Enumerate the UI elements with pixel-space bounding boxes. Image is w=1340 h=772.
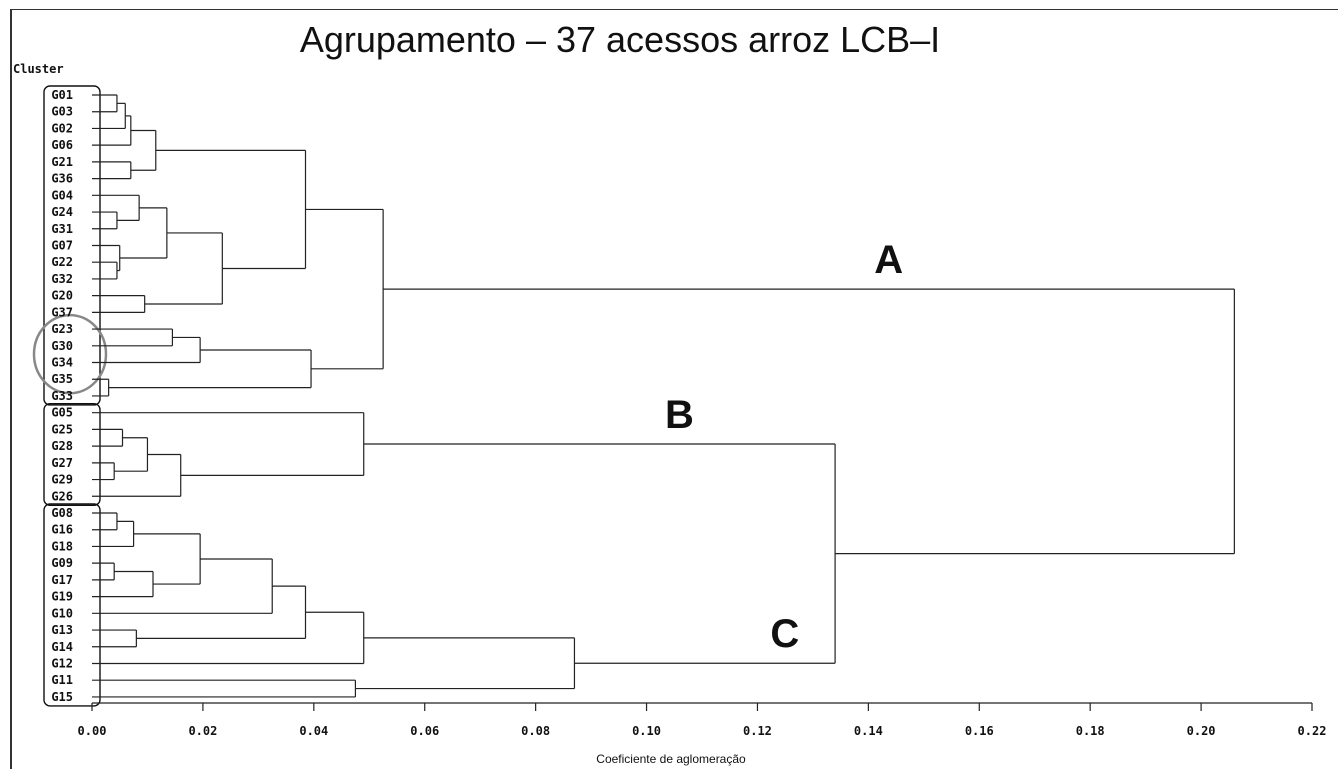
leaf-label: G04 <box>51 188 73 202</box>
leaf-label: G35 <box>51 372 73 386</box>
x-tick-label: 0.16 <box>965 724 994 738</box>
leaf-label: G10 <box>51 606 73 620</box>
chart-frame <box>10 9 1338 769</box>
leaf-label: G31 <box>51 222 73 236</box>
leaf-label: G37 <box>51 305 73 319</box>
leaf-label: G26 <box>51 489 73 503</box>
group-labels: A B C <box>665 238 903 656</box>
x-tick-label: 0.08 <box>521 724 550 738</box>
leaf-label: G29 <box>51 473 73 487</box>
leaf-labels: G01 G03 G02 G06 G21 G36 G04 G24 G31 G07 G22 G32 G20 G… <box>51 88 73 704</box>
x-tick-label: 0.12 <box>743 724 772 738</box>
group-label: B <box>665 393 694 437</box>
leaf-label: G25 <box>51 422 73 436</box>
leaf-label: G30 <box>51 339 73 353</box>
leaf-label: G07 <box>51 238 73 252</box>
leaf-label: G15 <box>51 690 73 704</box>
leaf-label: G03 <box>51 105 73 119</box>
leaf-label: G28 <box>51 439 73 453</box>
leaf-label: G33 <box>51 389 73 403</box>
dendrogram-links <box>92 94 1235 698</box>
leaf-label: G13 <box>51 623 73 637</box>
leaf-label: G19 <box>51 590 73 604</box>
leaf-label: G06 <box>51 138 73 152</box>
leaf-label: G16 <box>51 523 73 537</box>
leaf-label: G34 <box>51 356 73 370</box>
leaf-label: G08 <box>51 506 73 520</box>
leaf-label: G18 <box>51 539 73 553</box>
group-box <box>43 503 101 707</box>
leaf-label: G17 <box>51 573 73 587</box>
cluster-header: Cluster <box>13 62 64 76</box>
x-tick-label: 0.10 <box>632 724 661 738</box>
x-tick-label: 0.22 <box>1298 724 1327 738</box>
group-label: C <box>770 612 799 656</box>
x-tick-label: 0.20 <box>1187 724 1216 738</box>
leaf-label: G27 <box>51 456 73 470</box>
group-label: A <box>874 238 903 282</box>
leaf-label: G05 <box>51 406 73 420</box>
leaf-label: G01 <box>51 88 73 102</box>
leaf-label: G20 <box>51 289 73 303</box>
leaf-label: G32 <box>51 272 73 286</box>
leaf-label: G22 <box>51 255 73 269</box>
x-tick-label: 0.06 <box>410 724 439 738</box>
x-tick-label: 0.00 <box>78 724 107 738</box>
leaf-label: G23 <box>51 322 73 336</box>
x-axis-label: Coeficiente de aglomeração <box>596 752 746 766</box>
leaf-label: G02 <box>51 121 73 135</box>
highlight-oval <box>32 313 108 395</box>
leaf-label: G14 <box>51 640 73 654</box>
leaf-label: G36 <box>51 172 73 186</box>
chart-title: Agrupamento – 37 acessos arroz LCB–I <box>300 19 940 60</box>
x-tick-label: 0.14 <box>854 724 883 738</box>
leaf-label: G11 <box>51 673 73 687</box>
leaf-label: G24 <box>51 205 73 219</box>
leaf-label: G09 <box>51 556 73 570</box>
leaf-label: G12 <box>51 656 73 670</box>
x-tick-label: 0.18 <box>1076 724 1105 738</box>
group-box <box>43 402 101 506</box>
x-axis: 0.00 0.02 0.04 0.06 0.08 0.10 0.12 0.14 0.16 0.18… <box>78 702 1327 738</box>
x-tick-label: 0.04 <box>299 724 328 738</box>
x-tick-label: 0.02 <box>188 724 217 738</box>
leaf-label: G21 <box>51 155 73 169</box>
